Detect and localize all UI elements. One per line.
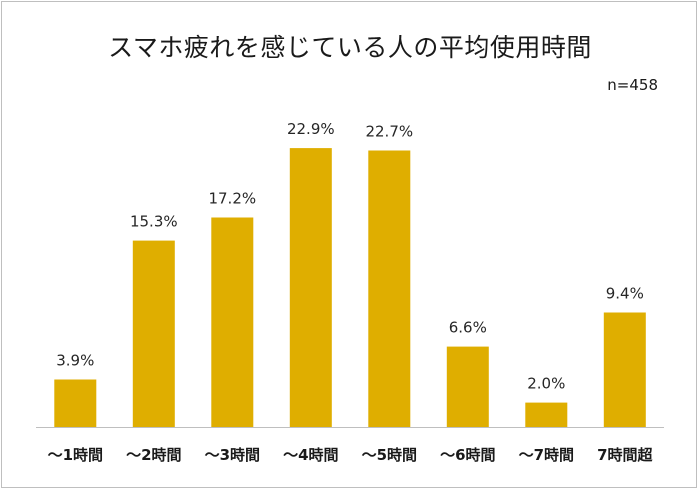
value-label-5: 22.7% xyxy=(365,123,413,141)
value-label-6: 6.6% xyxy=(449,319,487,337)
bar-1 xyxy=(54,379,97,427)
category-label-7: ～7時間 xyxy=(519,446,574,464)
value-label-8: 9.4% xyxy=(606,285,644,303)
category-labels-group: ～1時間 ～2時間 ～3時間 ～4時間 ～5時間 ～6時間 ～7時間 7時間超 xyxy=(48,446,654,464)
category-label-8: 7時間超 xyxy=(597,446,653,464)
bars-group xyxy=(54,148,646,427)
bar-8 xyxy=(603,312,646,427)
value-label-2: 15.3% xyxy=(130,213,178,231)
bar-5 xyxy=(368,150,411,427)
value-label-4: 22.9% xyxy=(287,120,335,138)
bar-2 xyxy=(132,240,175,427)
category-label-4: ～4時間 xyxy=(283,446,338,464)
value-label-1: 3.9% xyxy=(56,352,94,370)
value-label-3: 17.2% xyxy=(208,190,256,208)
category-label-1: ～1時間 xyxy=(48,446,103,464)
sample-size-label: n=458 xyxy=(607,76,658,94)
category-label-6: ～6時間 xyxy=(440,446,495,464)
bar-7 xyxy=(525,402,568,427)
bar-6 xyxy=(446,346,489,427)
category-label-3: ～3時間 xyxy=(205,446,260,464)
category-label-2: ～2時間 xyxy=(126,446,181,464)
category-label-5: ～5時間 xyxy=(362,446,417,464)
value-label-7: 2.0% xyxy=(527,375,565,393)
bar-4 xyxy=(289,148,332,427)
bar-3 xyxy=(211,217,254,427)
value-labels-group: 3.9% 15.3% 17.2% 22.9% 22.7% 6.6% 2.0% 9.4% xyxy=(56,120,644,393)
chart-title: スマホ疲れを感じている人の平均使用時間 xyxy=(108,33,592,62)
